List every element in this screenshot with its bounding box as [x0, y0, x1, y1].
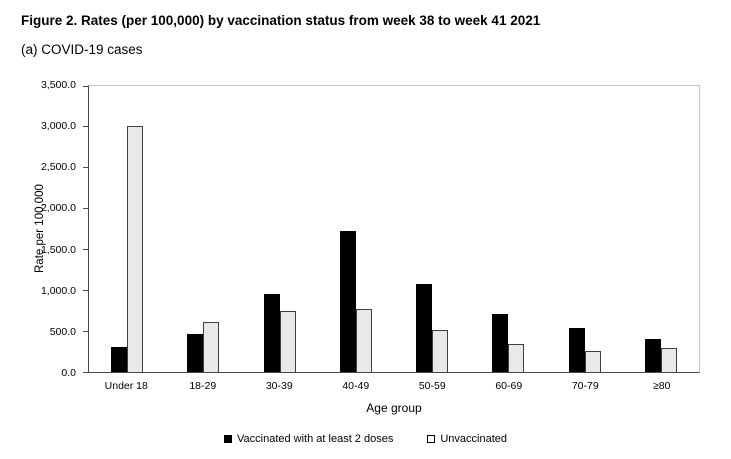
x-tick-label-3: 40-49: [342, 380, 370, 392]
x-tick-label-1: 18-29: [189, 380, 217, 392]
bar-vaccinated-4: [416, 283, 433, 372]
y-tick-label: 1,000.0: [40, 284, 76, 297]
bar-group-5: [470, 86, 546, 372]
bar-vaccinated-5: [492, 313, 509, 372]
bar-group-4: [394, 86, 470, 372]
bar-unvaccinated-1: [203, 322, 220, 372]
legend-item-unvaccinated: Unvaccinated: [427, 433, 507, 445]
x-tick-label-7: ≥80: [653, 380, 671, 392]
bar-group-3: [318, 86, 394, 372]
bar-group-2: [242, 86, 318, 372]
bar-vaccinated-2: [263, 294, 280, 372]
y-tick-label: 500.0: [49, 325, 76, 338]
bar-group-1: [165, 86, 241, 372]
y-tick-mark: [83, 85, 89, 87]
bar-group-0: [89, 86, 165, 372]
y-tick-mark: [83, 167, 89, 169]
bar-vaccinated-3: [339, 230, 356, 372]
x-axis-title: Age group: [366, 401, 422, 415]
x-tick-label-6: 70-79: [571, 380, 599, 392]
bar-group-7: [623, 86, 699, 372]
legend-item-vaccinated: Vaccinated with at least 2 doses: [224, 433, 393, 445]
bar-group-6: [547, 86, 623, 372]
y-tick-label: 0.0: [61, 367, 76, 379]
figure-subtitle: (a) COVID-19 cases: [21, 42, 143, 57]
figure-title: Figure 2. Rates (per 100,000) by vaccina…: [21, 13, 541, 28]
bar-vaccinated-6: [568, 328, 585, 372]
bar-vaccinated-0: [111, 346, 128, 372]
bar-vaccinated-7: [644, 339, 661, 372]
bar-vaccinated-1: [187, 334, 204, 372]
bar-unvaccinated-0: [127, 126, 144, 372]
y-tick-label: 2,000.0: [40, 202, 76, 215]
y-axis: 0.0 500.0 1,000.0 1,500.0 2,000.0 2,500.0 3,00…: [0, 79, 82, 379]
y-tick-mark: [83, 126, 89, 128]
bar-unvaccinated-2: [279, 310, 296, 372]
y-tick-label: 3,500.0: [40, 79, 76, 91]
legend-label-vaccinated: Vaccinated with at least 2 doses: [237, 433, 394, 445]
x-axis-labels: Under 18 18-29 30-39 40-49 50-59 60-69 70-79 ≥8…: [88, 380, 700, 392]
y-tick-label: 2,500.0: [40, 161, 76, 174]
legend-swatch-vaccinated-icon: [224, 435, 232, 443]
y-tick-mark: [83, 289, 89, 291]
y-tick-mark: [83, 330, 89, 332]
bar-unvaccinated-7: [660, 347, 677, 372]
bar-unvaccinated-5: [508, 344, 525, 372]
y-tick-mark: [83, 248, 89, 250]
legend: Vaccinated with at least 2 doses Unvacci…: [0, 433, 731, 445]
y-tick-mark: [83, 371, 89, 373]
bar-unvaccinated-3: [355, 309, 372, 372]
y-tick-label: 1,500.0: [40, 243, 76, 256]
plot-area: [83, 85, 700, 373]
bars-container: [89, 86, 699, 372]
x-tick-label-0: Under 18: [104, 380, 148, 392]
y-tick-mark: [83, 208, 89, 210]
legend-label-unvaccinated: Unvaccinated: [440, 433, 507, 445]
x-tick-label-5: 60-69: [495, 380, 523, 392]
x-tick-label-4: 50-59: [418, 380, 446, 392]
legend-swatch-unvaccinated-icon: [427, 435, 436, 443]
bar-unvaccinated-6: [584, 350, 601, 372]
y-tick-label: 3,000.0: [40, 120, 76, 133]
bar-unvaccinated-4: [432, 329, 449, 372]
x-tick-label-2: 30-39: [265, 380, 293, 392]
